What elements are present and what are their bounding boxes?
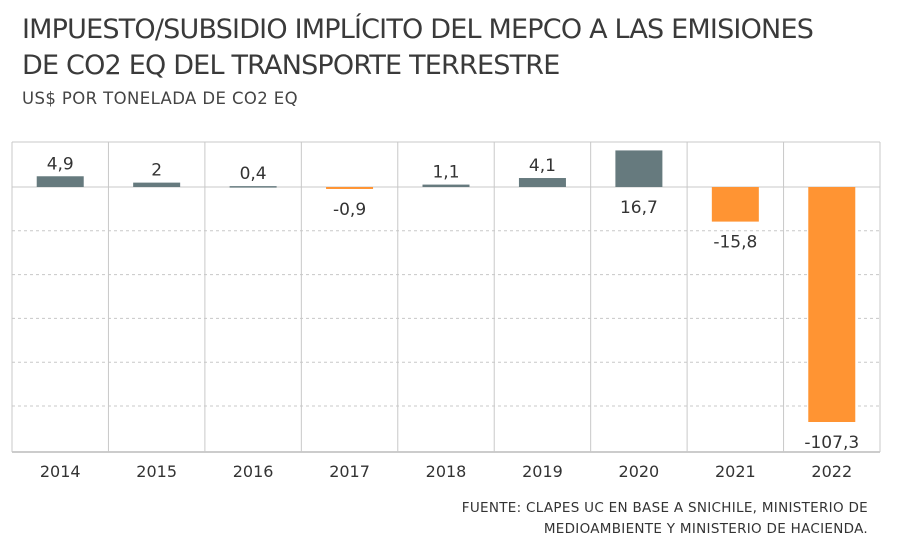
bar-2016 xyxy=(229,186,277,188)
chart-title-line-2: DE CO2 EQ DEL TRANSPORTE TERRESTRE xyxy=(22,50,560,81)
x-tick-label-2017: 2017 xyxy=(329,462,370,481)
x-tick-label-2022: 2022 xyxy=(811,462,852,481)
bar-2014 xyxy=(36,176,84,187)
data-label-2019: 4,1 xyxy=(529,156,556,176)
source-line-2: MEDIOAMBIENTE Y MINISTERIO DE HACIENDA. xyxy=(543,521,868,537)
data-label-2017: -0,9 xyxy=(333,200,366,220)
bar-2021 xyxy=(711,187,759,222)
x-tick-label-2021: 2021 xyxy=(715,462,756,481)
x-tick-label-2020: 2020 xyxy=(619,462,660,481)
x-tick-label-2016: 2016 xyxy=(233,462,274,481)
bar-2019 xyxy=(518,178,566,187)
x-tick-label-2014: 2014 xyxy=(40,462,81,481)
data-label-2021: -15,8 xyxy=(713,233,757,253)
data-label-2022: -107,3 xyxy=(804,433,859,453)
chart-subtitle: US$ POR TONELADA DE CO2 EQ xyxy=(22,89,299,108)
bar-2017 xyxy=(326,187,374,189)
bar-2022 xyxy=(808,187,856,422)
x-tick-label-2015: 2015 xyxy=(136,462,177,481)
x-tick-label-2018: 2018 xyxy=(426,462,467,481)
bar-2020 xyxy=(615,150,663,187)
source-note: FUENTE: CLAPES UC EN BASE A SNICHILE, MI… xyxy=(462,498,868,540)
bar-2018 xyxy=(422,184,470,187)
bar-2015 xyxy=(133,182,181,187)
data-label-2015: 2 xyxy=(151,161,162,181)
chart-title: IMPUESTO/SUBSIDIO IMPLÍCITO DEL MEPCO A … xyxy=(22,12,882,84)
source-line-1: FUENTE: CLAPES UC EN BASE A SNICHILE, MI… xyxy=(461,500,868,516)
data-label-2018: 1,1 xyxy=(432,163,459,183)
chart-title-line-1: IMPUESTO/SUBSIDIO IMPLÍCITO DEL MEPCO A … xyxy=(22,14,814,45)
data-label-2016: 0,4 xyxy=(240,164,267,184)
x-tick-label-2019: 2019 xyxy=(522,462,563,481)
data-label-2020: 16,7 xyxy=(620,198,658,218)
data-label-2014: 4,9 xyxy=(47,154,74,174)
